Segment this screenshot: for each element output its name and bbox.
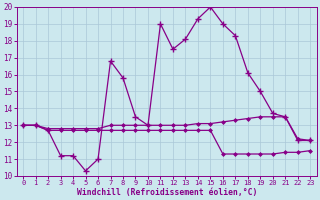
X-axis label: Windchill (Refroidissement éolien,°C): Windchill (Refroidissement éolien,°C) [76, 188, 257, 197]
